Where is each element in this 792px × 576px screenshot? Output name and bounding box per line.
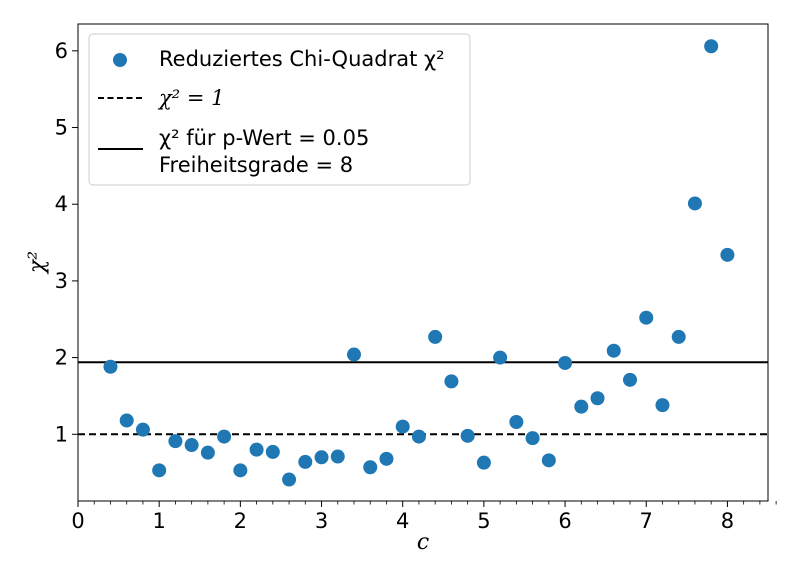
scatter-point [395,419,410,434]
legend-label-solid-line1: χ² für p-Wert = 0.05 [159,126,369,150]
legend-label-scatter: Reduziertes Chi-Quadrat χ² [159,47,445,71]
x-axis-label: c [417,530,429,555]
scatter-point [184,438,199,453]
x-tick-label: 2 [234,509,247,533]
scatter-point [558,355,573,370]
scatter-point [103,359,118,374]
scatter-point [541,453,556,468]
scatter-point [330,449,345,464]
x-tick-label: 1 [152,509,165,533]
scatter-point [606,343,621,358]
scatter-point [493,350,508,365]
x-tick-label: 0 [71,509,84,533]
data-points [103,39,735,487]
scatter-point [590,391,605,406]
y-axis-label: χ² [25,251,50,275]
scatter-point [363,460,378,475]
x-tick-label: 8 [721,509,734,533]
y-tick-label: 1 [55,422,68,446]
scatter-point [379,451,394,466]
scatter-point [428,329,443,344]
scatter-point [152,463,167,478]
x-tick-label: 6 [558,509,571,533]
scatter-point [671,329,686,344]
scatter-point [233,463,248,478]
scatter-point [655,398,670,413]
scatter-point [639,310,654,325]
scatter-point [282,472,297,487]
scatter-point [720,247,735,262]
scatter-point [509,415,524,430]
y-tick-label: 6 [55,39,68,63]
y-tick-label: 4 [55,192,68,216]
y-tick-label: 5 [55,116,68,140]
scatter-point [314,450,329,465]
scatter-point [704,39,719,54]
scatter-point [411,429,426,444]
legend: Reduziertes Chi-Quadrat χ² χ² = 1 χ² für… [88,33,471,186]
scatter-point [168,434,183,449]
axis-ticks: 0 1 2 3 4 5 6 7 8 1 2 3 4 5 6 [55,39,734,533]
scatter-point [217,429,232,444]
x-minor-ticks [93,501,777,505]
legend-marker-scatter [113,53,127,67]
scatter-point [574,399,589,414]
x-tick-label: 3 [315,509,328,533]
scatter-point [444,374,459,389]
scatter-point [525,431,540,446]
scatter-point [135,422,150,437]
legend-box [88,33,471,186]
scatter-point [347,347,361,362]
scatter-point [460,428,475,443]
scatter-point [623,372,637,387]
y-tick-label: 3 [55,269,68,293]
scatter-point [265,444,280,459]
scatter-point [119,413,134,428]
y-tick-label: 2 [55,346,68,370]
x-tick-label: 7 [640,509,653,533]
scatter-point [687,196,702,211]
scatter-point [298,454,313,469]
plot-frame [77,23,769,502]
legend-label-dashed: χ² = 1 [157,86,224,110]
scatter-point [476,455,491,470]
scatter-point [249,442,264,457]
x-tick-label: 5 [477,509,490,533]
legend-label-solid-line2: Freiheitsgrade = 8 [159,153,353,177]
x-tick-label: 4 [396,509,409,533]
scatter-point [200,445,215,460]
